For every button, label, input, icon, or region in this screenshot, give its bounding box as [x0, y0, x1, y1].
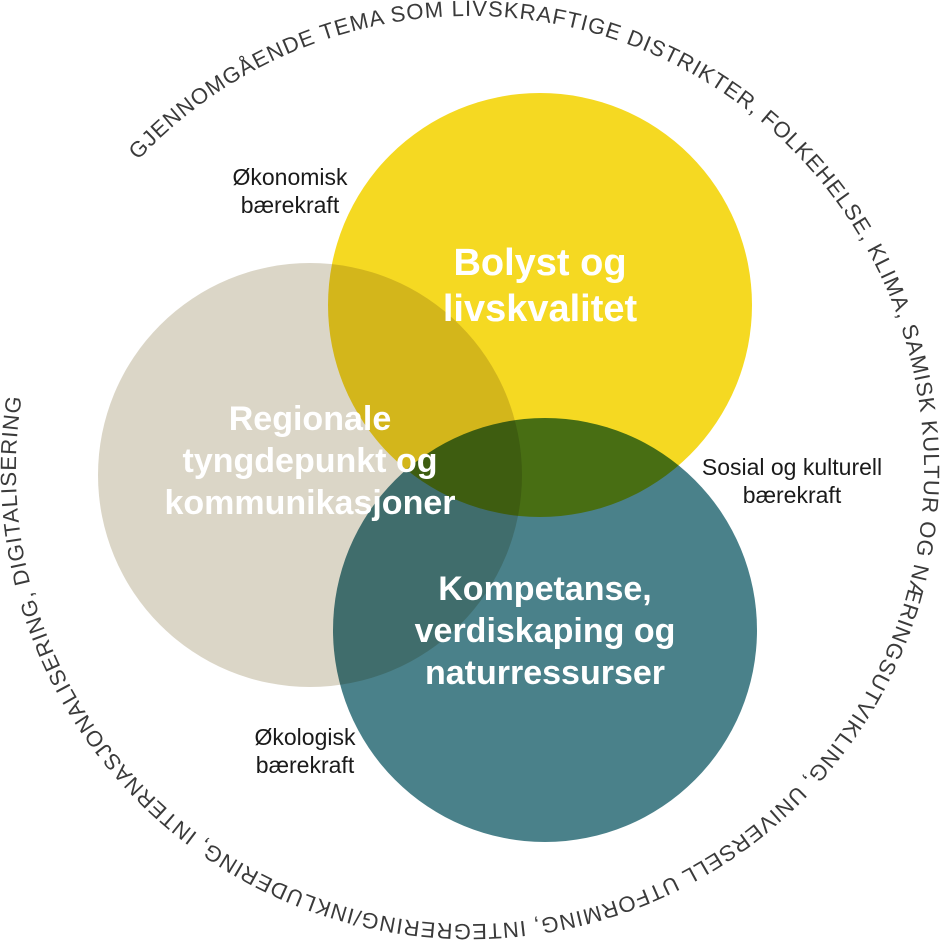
label-kompetanse: Kompetanse, verdiskaping og naturressurser	[415, 570, 676, 692]
annotation-social-line2: bærekraft	[743, 482, 842, 508]
label-regional-line-2: tyngdepunkt og	[183, 442, 438, 480]
label-kompetanse-line-3: naturressurser	[425, 654, 665, 692]
label-kompetanse-line-2: verdiskaping og	[415, 612, 676, 650]
label-bolyst-line-2: livskvalitet	[443, 288, 638, 330]
annotation-economic-line1: Økonomisk	[232, 164, 348, 190]
label-kompetanse-line-1: Kompetanse,	[438, 570, 652, 608]
annotation-social-line1: Sosial og kulturell	[702, 454, 882, 480]
annotation-economic-line2: bærekraft	[241, 192, 340, 218]
venn-diagram-svg: Bolyst oglivskvalitet Regionale tyngdepunk…	[0, 0, 941, 941]
label-bolyst-line-1: Bolyst og	[453, 242, 626, 284]
venn-diagram-container: Bolyst oglivskvalitet Regionale tyngdepunk…	[0, 0, 941, 941]
label-regional-line-1: Regionale	[229, 400, 391, 438]
annotation-ecological-line2: bærekraft	[256, 752, 355, 778]
annotation-ecological-line1: Økologisk	[255, 724, 356, 750]
label-regional-line-3: kommunikasjoner	[165, 484, 456, 522]
